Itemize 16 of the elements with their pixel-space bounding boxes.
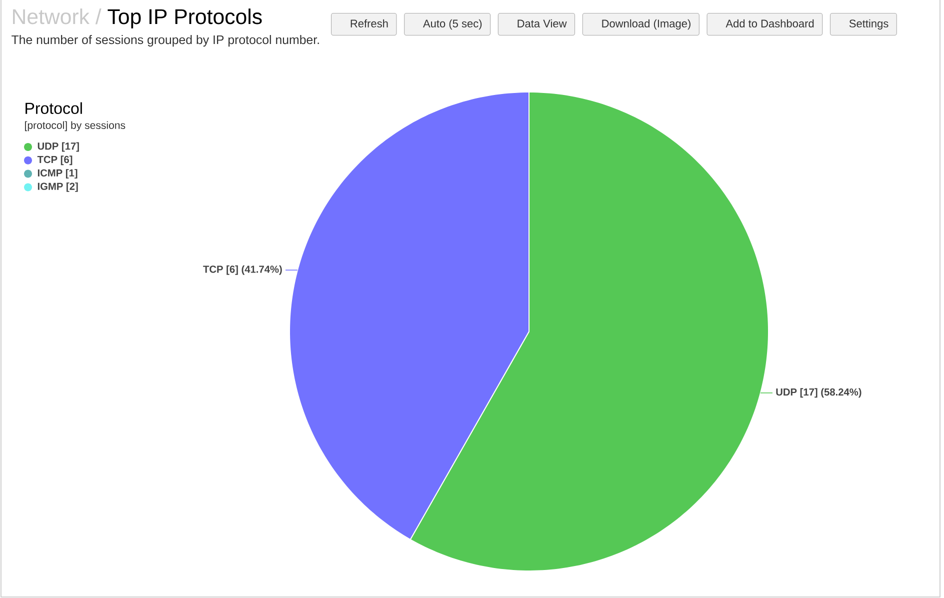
legend-label: TCP [6] <box>37 156 72 166</box>
text: Download (Image) <box>602 19 690 30</box>
text: Auto (5 sec) <box>423 19 482 30</box>
text: Refresh <box>350 19 388 28</box>
text: Data View <box>518 19 567 28</box>
legend-label: ICMP [1] <box>38 169 78 179</box>
text: [protocol] by sessions <box>25 121 126 132</box>
text: Add to Dashboard <box>726 19 814 28</box>
legend-title: Protocol <box>26 102 82 114</box>
chart-title: Top IP Protocols <box>108 8 262 28</box>
legend-label: UDP [17] <box>38 142 79 152</box>
chart-subtitle: The number of sessions grouped by IP protocol number. <box>12 35 319 47</box>
legend-label: IGMP [2] <box>38 182 78 192</box>
data-label: TCP [6] (41.74%) <box>203 265 282 275</box>
text: Settings <box>849 19 888 30</box>
data-label: UDP [17] (58.24%) <box>776 388 862 398</box>
